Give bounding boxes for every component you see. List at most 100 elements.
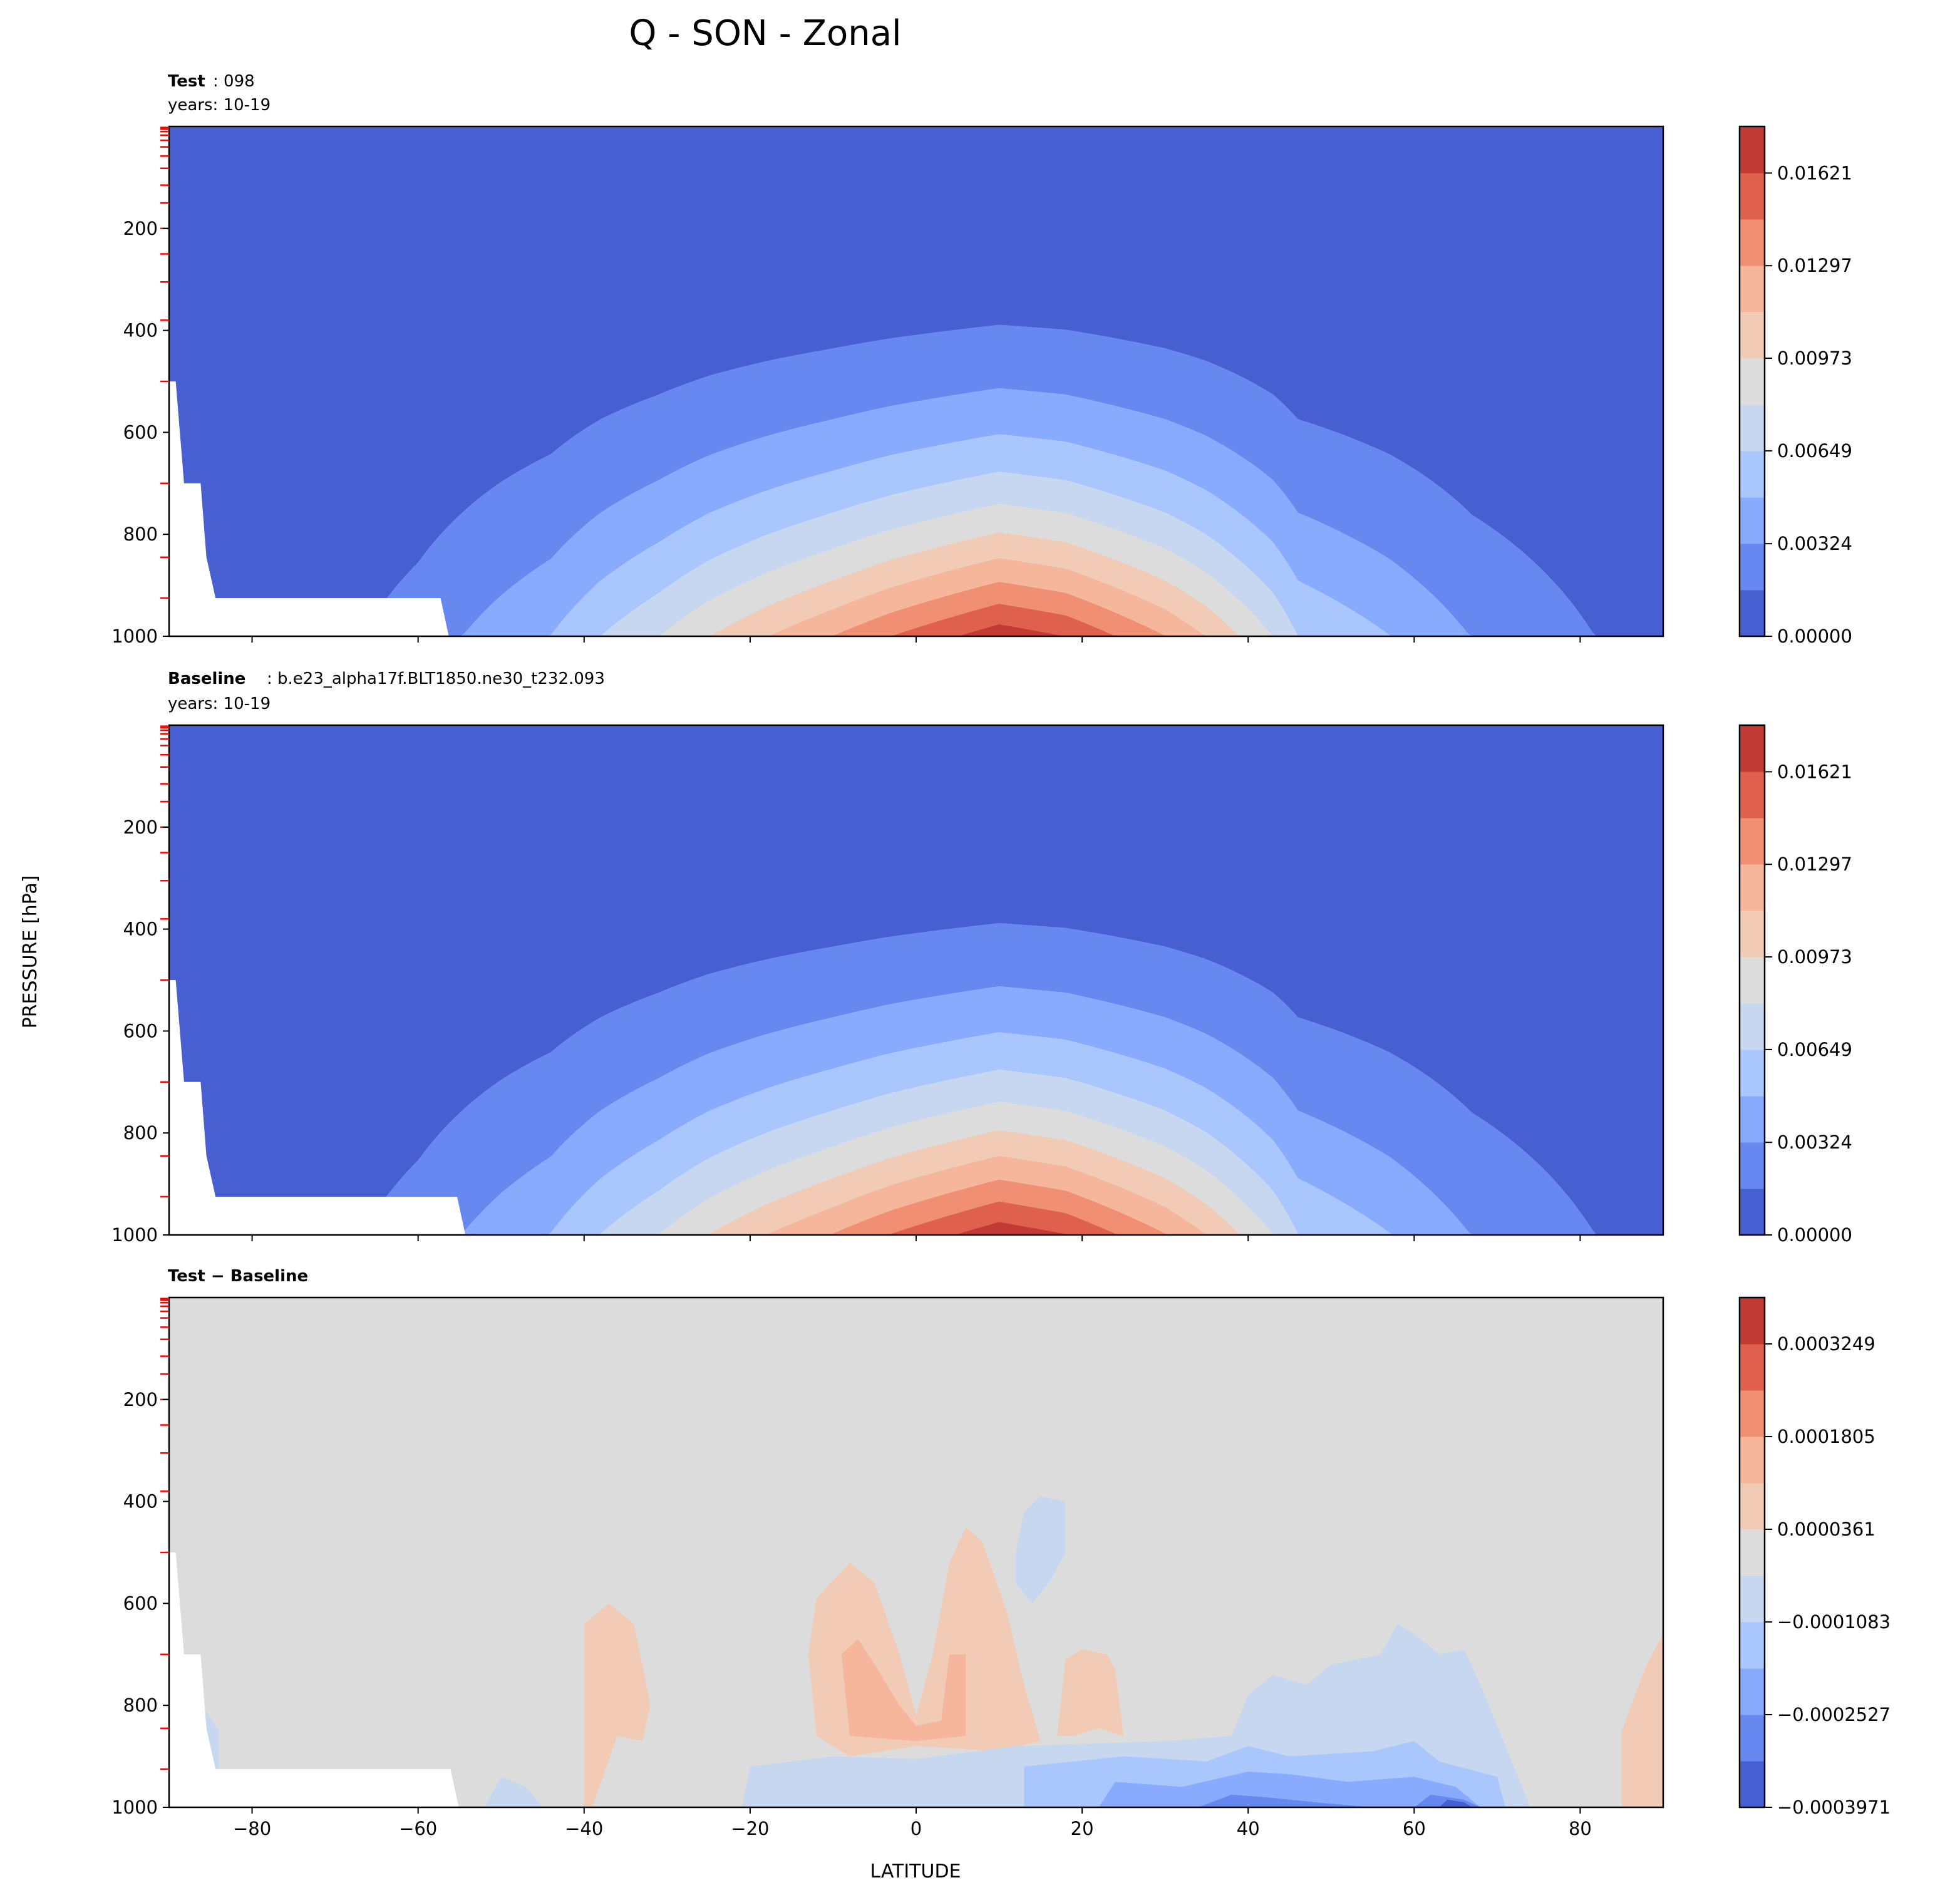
- colorbar-tick-label: 0.0000361: [1777, 1519, 1875, 1540]
- plot-area: [169, 725, 1663, 1235]
- colorbar-tick-label: 0.00000: [1777, 626, 1852, 647]
- colorbar-band-10: [1740, 1298, 1765, 1345]
- colorbar-band-2: [1740, 497, 1765, 544]
- plot-area: [169, 126, 1663, 636]
- contour-band-7: [169, 558, 1663, 636]
- panel-1-label-bold: Test: [168, 72, 205, 91]
- colorbar-band-4: [1740, 1003, 1765, 1050]
- colorbar-band-9: [1740, 772, 1765, 818]
- x-tick-label: −60: [399, 1818, 437, 1839]
- y-tick-label: 600: [123, 421, 158, 443]
- terrain-mask: [169, 980, 466, 1235]
- panel-3: 200 400 600 800 1000 −80 −60 −40 −20 0 20 40 60 80 −0.…: [111, 1296, 1890, 1839]
- colorbar-band-5: [1740, 358, 1765, 405]
- colorbar-band-3: [1740, 1050, 1765, 1097]
- colorbar-band-7: [1740, 864, 1765, 911]
- x-tick-label: −20: [731, 1818, 769, 1839]
- contour-region-5: [1016, 1496, 1066, 1604]
- panel-2-label-rest: : b.e23_alpha17f.BLT1850.ne30_t232.093: [267, 669, 605, 688]
- panel-2: 200 400 600 800 1000 0.00000 0.00324 0.00649 0.0…: [111, 724, 1852, 1246]
- colorbar-tick-label: −0.0003971: [1777, 1797, 1890, 1818]
- terrain-mask: [169, 1552, 459, 1807]
- colorbar-band-6: [1740, 1483, 1765, 1530]
- colorbar-tick-label: 0.00324: [1777, 533, 1852, 554]
- contour-band-8: [169, 582, 1663, 636]
- colorbar-frame: [1738, 724, 1766, 1236]
- y-tick-label: 1000: [111, 1224, 158, 1246]
- colorbar-band-1: [1740, 544, 1765, 591]
- colorbar-band-2: [1740, 1668, 1765, 1715]
- y-tick-label: 1000: [111, 1797, 158, 1818]
- y-tick-label: 200: [123, 817, 158, 838]
- panel-3-label-bold: Test − Baseline: [168, 1267, 308, 1286]
- y-tick-label: 800: [123, 1122, 158, 1144]
- colorbar-tick-label: 0.01621: [1777, 162, 1852, 183]
- colorbar-tick-label: 0.01297: [1777, 854, 1852, 875]
- contour-band-9: [169, 1201, 1663, 1235]
- colorbar-tick-label: 0.00649: [1777, 1039, 1852, 1060]
- y-tick-label: 400: [123, 1491, 158, 1512]
- panel-1-years: years: 10-19: [168, 96, 271, 115]
- colorbar-tick-label: 0.00973: [1777, 946, 1852, 968]
- contour-band-8: [169, 1179, 1663, 1235]
- colorbar-tick-label: 0.0001805: [1777, 1426, 1875, 1447]
- colorbar-band-0: [1740, 590, 1765, 637]
- colorbar-band-1: [1740, 1715, 1765, 1762]
- x-tick-label: 40: [1237, 1818, 1260, 1839]
- y-axis-label: PRESSURE [hPa]: [19, 875, 41, 1029]
- colorbar-band-3: [1740, 451, 1765, 498]
- colorbar-tick-label: −0.0002527: [1777, 1704, 1890, 1725]
- colorbar-band-6: [1740, 911, 1765, 958]
- panel-1: 200 400 600 800 1000 0.00000 0.00324 0.00649 0.0…: [111, 125, 1852, 647]
- y-tick-label: 800: [123, 524, 158, 545]
- y-tick-label: 600: [123, 1593, 158, 1614]
- y-tick-label: 400: [123, 320, 158, 341]
- colorbar-tick-label: 0.00649: [1777, 440, 1852, 462]
- contour-region-10: [1098, 1772, 1481, 1807]
- y-tick-label: 200: [123, 218, 158, 239]
- x-tick-label: −40: [565, 1818, 603, 1839]
- colorbar-band-3: [1740, 1622, 1765, 1669]
- terrain-mask: [169, 381, 449, 636]
- contour-region-3: [1057, 1649, 1124, 1736]
- contour-region-4: [1621, 1634, 1663, 1807]
- colorbar-band-4: [1740, 405, 1765, 452]
- colorbar-band-2: [1740, 1096, 1765, 1143]
- colorbar-band-0: [1740, 1189, 1765, 1236]
- contour-region-13: [1439, 1799, 1473, 1807]
- colorbar-band-10: [1740, 725, 1765, 772]
- contour-region-7: [484, 1777, 543, 1807]
- x-tick-label: −80: [233, 1818, 271, 1839]
- colorbar-band-5: [1740, 1529, 1765, 1576]
- colorbar-tick-label: 0.00000: [1777, 1224, 1852, 1246]
- contour-region-11: [1198, 1794, 1373, 1807]
- colorbar-band-8: [1740, 1390, 1765, 1437]
- colorbar-tick-label: 0.01297: [1777, 255, 1852, 276]
- panel-2-label-bold: Baseline: [168, 669, 245, 688]
- colorbar-band-7: [1740, 1437, 1765, 1484]
- colorbar-band-8: [1740, 219, 1765, 266]
- colorbar-tick-label: 0.00324: [1777, 1132, 1852, 1153]
- y-tick-label: 200: [123, 1389, 158, 1410]
- colorbar-tick-label: 0.0003249: [1777, 1333, 1875, 1355]
- x-tick-label: 20: [1071, 1818, 1094, 1839]
- colorbar-band-8: [1740, 818, 1765, 865]
- contour-region-2: [841, 1639, 966, 1742]
- colorbar-band-4: [1740, 1576, 1765, 1623]
- colorbar-band-1: [1740, 1142, 1765, 1189]
- contour-band-7: [169, 1156, 1663, 1235]
- figure-title: Q - SON - Zonal: [629, 13, 901, 54]
- x-tick-label: 80: [1569, 1818, 1592, 1839]
- y-tick-label: 400: [123, 919, 158, 940]
- x-axis-label: LATITUDE: [870, 1861, 961, 1882]
- x-tick-label: 0: [910, 1818, 922, 1839]
- panel-2-years: years: 10-19: [168, 694, 271, 713]
- colorbar-frame: [1738, 125, 1766, 638]
- colorbar-band-10: [1740, 126, 1765, 173]
- contour-band-9: [169, 604, 1663, 636]
- colorbar-tick-label: 0.00973: [1777, 348, 1852, 369]
- colorbar-band-7: [1740, 266, 1765, 312]
- colorbar-band-9: [1740, 173, 1765, 220]
- plot-area: [169, 1298, 1663, 1807]
- colorbar-band-0: [1740, 1761, 1765, 1808]
